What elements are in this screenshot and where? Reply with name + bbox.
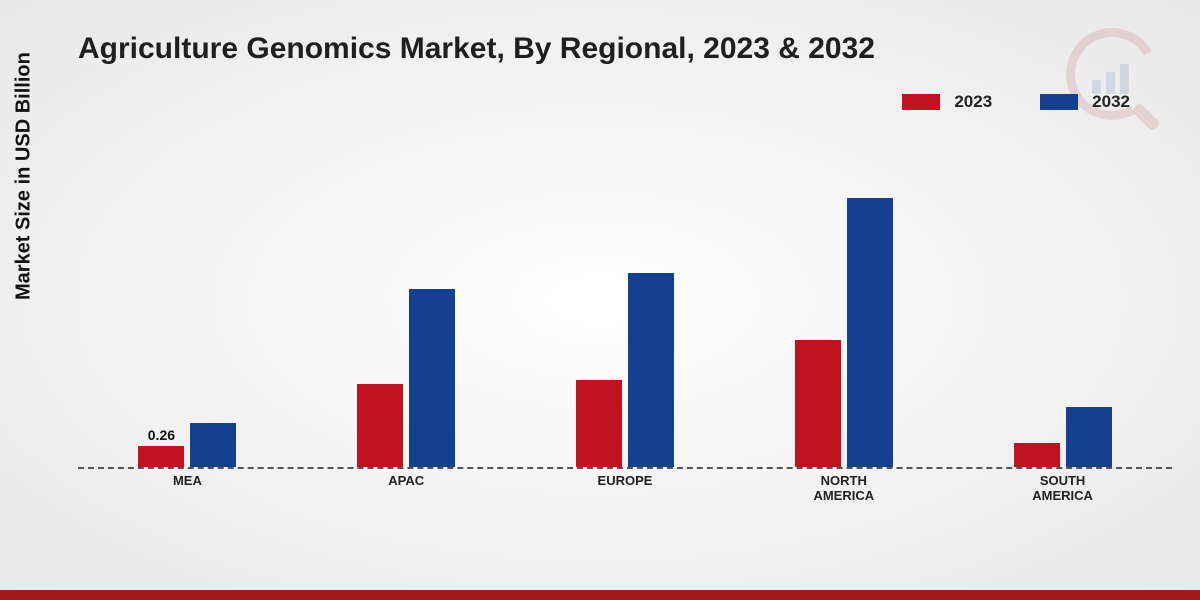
legend-item-2023: 2023 (902, 92, 992, 112)
bar-2023 (795, 340, 841, 467)
bar-2023: 0.26 (138, 446, 184, 467)
bar-2032 (628, 273, 674, 467)
plot-area: 0.26 MEA APAC EUROPE NORTH AMERICA SOUTH AMER… (78, 150, 1172, 510)
bar-group: SOUTH AMERICA (953, 150, 1172, 510)
bar-2032 (409, 289, 455, 467)
bar-value-label: 0.26 (148, 427, 175, 446)
bar-2023 (576, 380, 622, 467)
bar-2023 (357, 384, 403, 467)
category-label: EUROPE (598, 473, 653, 489)
bar-group: NORTH AMERICA (734, 150, 953, 510)
bar-group: APAC (297, 150, 516, 510)
bar-2032 (190, 423, 236, 467)
chart-title: Agriculture Genomics Market, By Regional… (78, 32, 875, 66)
bar-2032 (1066, 407, 1112, 466)
legend-label-2023: 2023 (954, 92, 992, 112)
legend: 2023 2032 (902, 92, 1130, 112)
category-label: APAC (388, 473, 424, 489)
bar-2032 (847, 198, 893, 467)
bar-2023 (1014, 443, 1060, 467)
bar-group: 0.26 MEA (78, 150, 297, 510)
category-label: MEA (173, 473, 202, 489)
bar-group: EUROPE (516, 150, 735, 510)
legend-swatch-2023 (902, 94, 940, 110)
legend-label-2032: 2032 (1092, 92, 1130, 112)
category-label: NORTH AMERICA (813, 473, 874, 504)
category-label: SOUTH AMERICA (1032, 473, 1093, 504)
legend-swatch-2032 (1040, 94, 1078, 110)
y-axis-label: Market Size in USD Billion (13, 52, 36, 300)
legend-item-2032: 2032 (1040, 92, 1130, 112)
footer-accent-bar (0, 590, 1200, 600)
